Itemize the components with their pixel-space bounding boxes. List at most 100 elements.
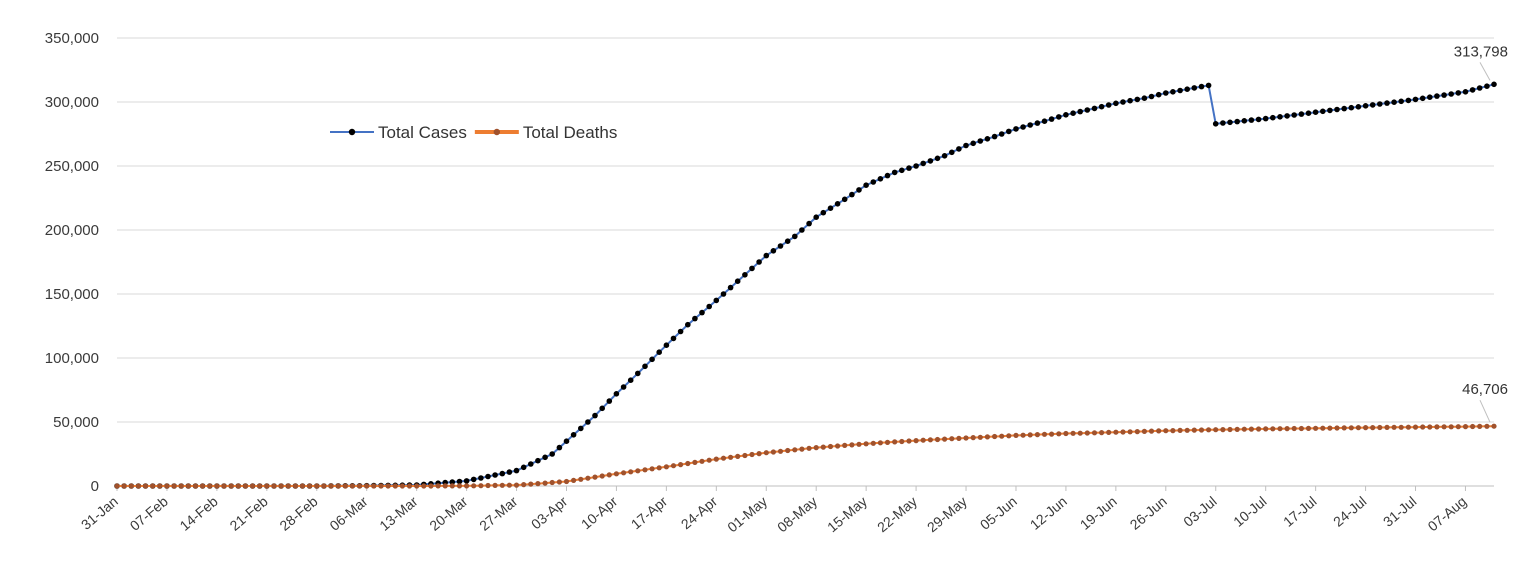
data-point	[528, 461, 534, 467]
data-point	[1341, 425, 1347, 431]
data-point	[271, 483, 277, 489]
data-point	[357, 483, 363, 489]
data-point	[556, 444, 563, 451]
data-point	[1091, 430, 1098, 436]
legend-label: Total Deaths	[523, 123, 618, 142]
data-point	[642, 363, 648, 370]
data-point	[1191, 427, 1197, 433]
data-point	[920, 160, 926, 167]
data-point	[1212, 121, 1219, 127]
data-point	[1470, 423, 1476, 430]
data-point	[720, 455, 727, 461]
data-point	[906, 165, 912, 171]
data-point	[606, 398, 613, 404]
data-point	[613, 391, 620, 397]
data-point	[1184, 427, 1190, 433]
data-point	[478, 483, 484, 489]
x-tick-label: 21-Feb	[226, 493, 270, 534]
data-point	[264, 483, 270, 489]
data-point	[770, 449, 777, 455]
data-point	[1105, 102, 1112, 108]
data-point	[1013, 432, 1019, 438]
legend-item-total-deaths: Total Deaths	[474, 123, 618, 142]
data-point	[1248, 426, 1254, 432]
data-point	[642, 467, 648, 473]
x-tick-label: 12-Jun	[1027, 493, 1070, 533]
data-point	[1198, 427, 1205, 433]
data-point	[763, 252, 770, 259]
data-point	[556, 479, 563, 485]
x-tick-label: 29-May	[924, 493, 970, 535]
data-point	[292, 483, 298, 489]
data-point	[613, 471, 620, 477]
data-point	[1312, 109, 1319, 115]
data-point	[1098, 103, 1105, 110]
data-point	[1063, 430, 1069, 437]
x-tick-label: 22-May	[874, 493, 920, 535]
data-point	[235, 483, 241, 489]
data-point	[1405, 97, 1412, 104]
data-point	[471, 483, 477, 489]
y-tick-label: 0	[91, 478, 99, 495]
data-point	[863, 182, 869, 188]
data-point	[585, 419, 591, 425]
data-point	[991, 133, 998, 140]
data-point	[1377, 101, 1383, 107]
data-point	[649, 466, 655, 472]
data-point	[820, 209, 827, 216]
data-point	[1412, 424, 1419, 430]
data-point	[1248, 117, 1255, 123]
data-point	[1148, 93, 1155, 100]
data-point	[578, 476, 584, 482]
data-point	[328, 483, 334, 489]
data-point	[1284, 113, 1290, 119]
data-point	[699, 458, 705, 464]
y-tick-label: 200,000	[45, 222, 99, 239]
x-tick-label: 07-Aug	[1425, 493, 1470, 534]
data-point	[677, 328, 684, 335]
x-tick-label: 17-Jul	[1280, 493, 1320, 530]
data-point	[528, 481, 534, 487]
data-point	[1263, 426, 1269, 432]
data-point	[314, 483, 320, 489]
data-point	[192, 483, 199, 489]
data-point	[1455, 424, 1461, 430]
data-point	[1476, 85, 1483, 91]
data-point	[1141, 428, 1147, 434]
data-point	[856, 441, 862, 447]
legend-label: Total Cases	[378, 123, 467, 142]
data-point	[1177, 427, 1183, 433]
data-point	[635, 370, 641, 377]
data-point	[620, 384, 627, 390]
data-point	[1427, 94, 1433, 100]
data-point	[135, 483, 141, 489]
data-point	[799, 227, 805, 233]
x-tick-label: 05-Jun	[977, 493, 1020, 533]
data-point	[1234, 426, 1240, 432]
data-point	[663, 342, 670, 349]
data-point	[171, 483, 177, 489]
data-point	[984, 434, 991, 440]
data-point	[970, 140, 976, 147]
data-point	[913, 163, 919, 169]
data-point	[1056, 431, 1062, 437]
data-point	[1384, 100, 1390, 106]
data-point	[142, 483, 149, 489]
data-point	[877, 176, 884, 182]
data-point	[956, 435, 962, 441]
data-point	[863, 441, 869, 447]
data-point	[1234, 118, 1240, 125]
data-point	[628, 469, 634, 475]
data-point	[1298, 425, 1304, 432]
data-point	[542, 480, 548, 486]
data-point	[1170, 428, 1176, 434]
x-tick-label: 31-Jul	[1380, 493, 1420, 530]
data-point	[678, 462, 684, 468]
data-point	[1262, 115, 1269, 122]
data-point	[1070, 110, 1076, 116]
data-point	[299, 483, 306, 489]
data-point	[1077, 108, 1083, 115]
y-tick-label: 150,000	[45, 286, 99, 303]
gridlines	[117, 37, 1494, 487]
data-point	[1049, 431, 1055, 437]
